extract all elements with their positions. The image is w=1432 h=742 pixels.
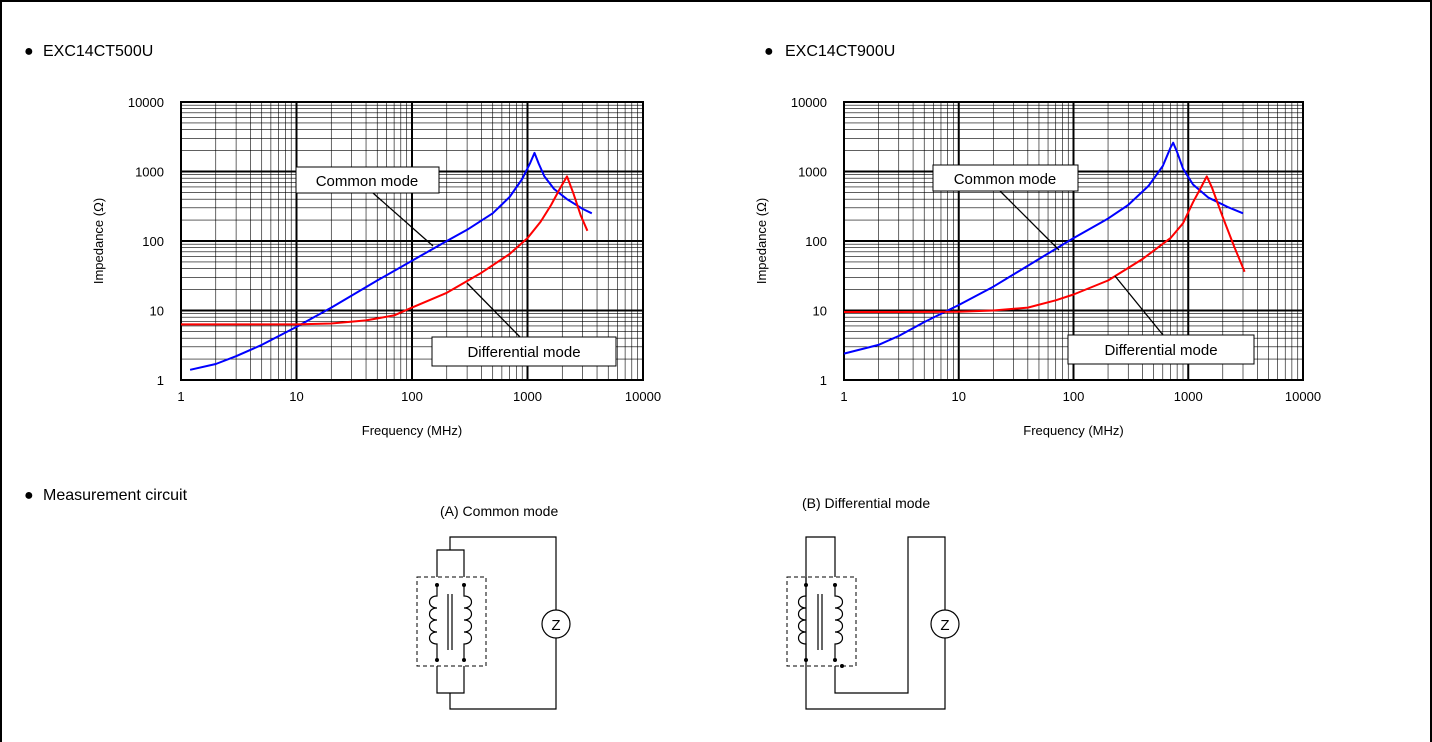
callout-leader-differential-mode [466, 282, 521, 338]
y-tick-label: 1000 [798, 165, 827, 180]
bullet-chart1: ● [24, 43, 34, 60]
circuit-b-wire-left [805, 536, 946, 710]
x-tick-label: 1000 [513, 389, 542, 404]
circuit-b-terminals [804, 583, 844, 668]
impedance-chart-exc14ct900u: 1 10 100 1000 10000 1 10 100 1000 10000 Frequency … [754, 95, 1321, 438]
circuit-b-z-symbol: Z [940, 617, 949, 634]
y-tick-label: 10 [150, 304, 164, 319]
circuit-a-wire-bottom [449, 638, 557, 710]
x-axis-label: Frequency (MHz) [362, 423, 462, 438]
y-tick-label: 1 [820, 373, 827, 388]
plot-area-frame [843, 101, 1304, 381]
circuit-differential-mode: (B) Differential mode Z [786, 495, 960, 710]
y-axis-label: Impedance (Ω) [754, 198, 769, 284]
measurement-heading: Measurement circuit [43, 487, 188, 504]
chart1-heading: EXC14CT500U [43, 43, 153, 60]
x-tick-label: 1 [177, 389, 184, 404]
circuit-a-component-box [416, 576, 487, 667]
circuit-a-coil-right [463, 585, 473, 660]
callout-leader-common-mode [999, 190, 1060, 251]
x-tick-label: 100 [401, 389, 423, 404]
chart2-heading: EXC14CT900U [785, 43, 895, 60]
callout-box-common-mode [932, 164, 1079, 192]
circuit-a-bus-top [436, 549, 465, 577]
callout-box-differential-mode [1067, 334, 1255, 365]
impedance-chart-exc14ct500u: 1 10 100 1000 10000 1 10 100 1000 10000 Frequency … [91, 95, 661, 438]
circuit-a-title: (A) Common mode [440, 503, 558, 519]
circuit-common-mode: (A) Common mode Z [416, 503, 571, 710]
x-axis-label: Frequency (MHz) [1023, 423, 1123, 438]
x-tick-label: 10000 [1285, 389, 1321, 404]
circuit-b-impedance-meter [930, 609, 960, 639]
circuit-b-title: (B) Differential mode [802, 495, 930, 511]
circuit-a-impedance-meter [541, 609, 571, 639]
y-axis-label: Impedance (Ω) [91, 198, 106, 284]
y-tick-label: 100 [142, 234, 164, 249]
circuit-a-z-symbol: Z [551, 617, 560, 634]
circuit-b-coil-right [834, 585, 844, 660]
series-line-differential-mode [844, 175, 1246, 313]
x-tick-label: 10 [289, 389, 303, 404]
y-tick-label: 10000 [128, 95, 164, 110]
circuit-a-bus-bottom [436, 666, 465, 694]
callout-label-common-mode: Common mode [316, 173, 419, 190]
callout-label-differential-mode: Differential mode [467, 344, 580, 361]
callout-label-differential-mode: Differential mode [1104, 342, 1217, 359]
circuit-a-coil-left [428, 585, 438, 660]
callout-box-common-mode [295, 166, 440, 194]
bullet-measurement: ● [24, 487, 34, 504]
y-tick-label: 1000 [135, 165, 164, 180]
y-tick-label: 100 [805, 234, 827, 249]
x-tick-label: 1 [840, 389, 847, 404]
plot-area-frame [180, 101, 644, 381]
callout-leader-common-mode [372, 192, 434, 247]
series-line-differential-mode [181, 175, 589, 326]
circuit-b-component-box [786, 576, 857, 667]
circuit-a-terminals [435, 583, 466, 662]
series-line-common-mode [843, 141, 1244, 355]
callout-label-common-mode: Common mode [954, 171, 1057, 188]
bullet-chart2: ● [764, 43, 774, 60]
x-tick-label: 100 [1063, 389, 1085, 404]
x-tick-label: 10000 [625, 389, 661, 404]
circuit-b-coil-left [797, 585, 807, 660]
circuit-b-wire-right [834, 536, 946, 694]
y-tick-label: 1 [157, 373, 164, 388]
y-tick-label: 10000 [791, 95, 827, 110]
callout-box-differential-mode [431, 336, 617, 367]
series-line-common-mode [189, 151, 593, 371]
x-tick-label: 10 [952, 389, 966, 404]
circuit-a-wire [449, 536, 557, 610]
callout-leader-differential-mode [1114, 275, 1164, 336]
x-tick-label: 1000 [1174, 389, 1203, 404]
y-tick-label: 10 [813, 304, 827, 319]
